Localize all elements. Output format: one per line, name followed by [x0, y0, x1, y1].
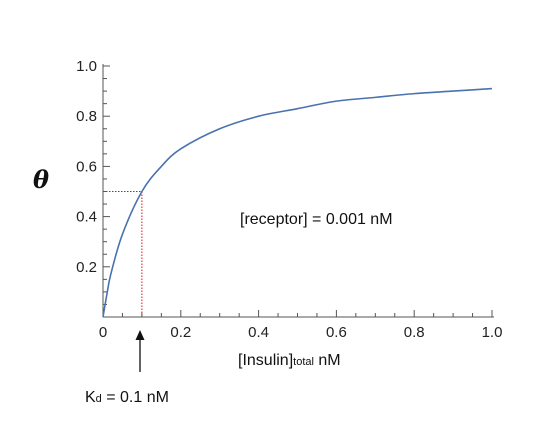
x-axis-label-main: [Insulin] — [238, 352, 293, 369]
series-layer — [102, 87, 493, 318]
x-tick-label: 0.8 — [404, 324, 425, 341]
x-tick-label: 0.6 — [326, 324, 347, 341]
y-tick-label: 1.0 — [76, 58, 97, 75]
x-axis-label-sub: total — [293, 356, 314, 368]
y-tick-label: 0.2 — [76, 259, 97, 276]
y-axis-label: θ — [33, 165, 49, 194]
kd-arrow-head — [135, 330, 145, 340]
series-line — [102, 87, 493, 318]
x-tick-label: 0 — [99, 324, 107, 341]
reference-lines — [103, 191, 143, 317]
kd-annotation-sub: d — [96, 393, 102, 405]
y-tick-label: 0.6 — [76, 158, 97, 175]
kd-annotation-rest: = 0.1 nM — [102, 389, 169, 406]
y-tick-label: 0.4 — [76, 209, 97, 226]
x-tick-label: 1.0 — [482, 324, 503, 341]
kd-annotation: Kd = 0.1 nM — [85, 389, 169, 406]
kd-annotation-main: K — [85, 389, 96, 406]
receptor-annotation: [receptor] = 0.001 nM — [240, 211, 393, 228]
kd-arrow — [135, 330, 145, 372]
x-tick-label: 0.4 — [248, 324, 269, 341]
y-tick-label: 0.8 — [76, 108, 97, 125]
x-axis-label-unit: nM — [314, 352, 341, 369]
x-tick-label: 0.2 — [170, 324, 191, 341]
axes — [102, 64, 494, 318]
ticks: 0 0.2 0.4 0.6 0.8 1.0 0.2 0.4 0.6 0.8 1.0 — [76, 58, 502, 341]
x-axis-label: [Insulin]total nM — [238, 352, 341, 369]
